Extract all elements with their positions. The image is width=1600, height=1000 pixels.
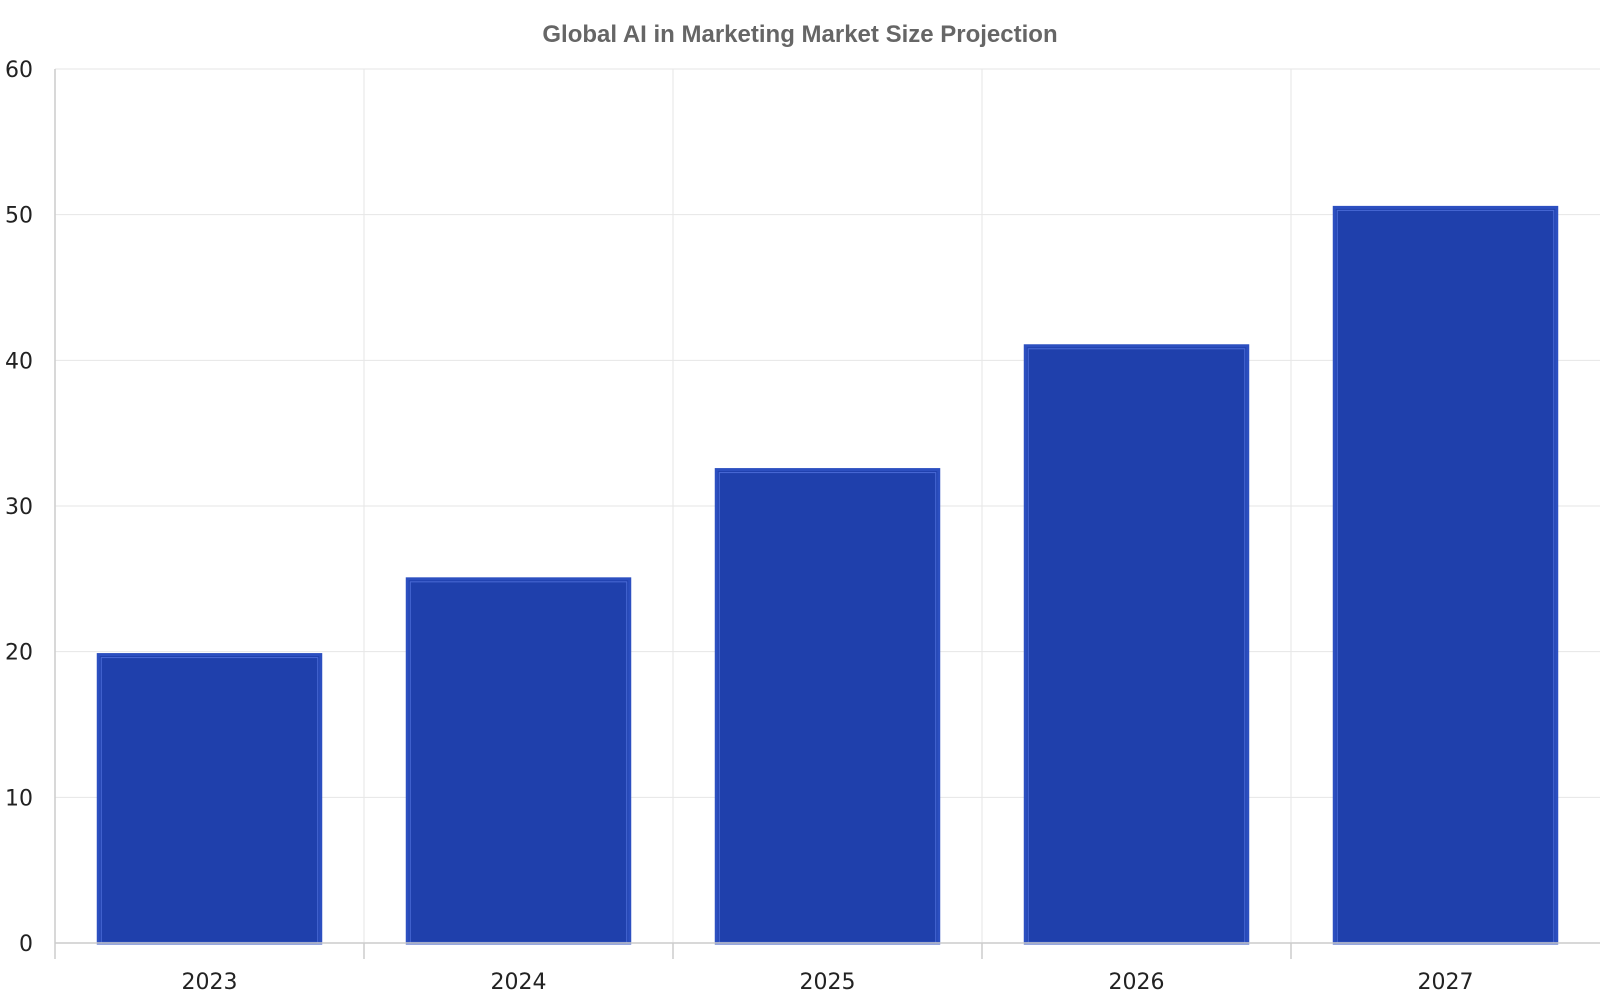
- y-tick-label: 30: [5, 495, 33, 520]
- bars: [96, 205, 1559, 945]
- y-tick-label: 20: [5, 641, 33, 666]
- x-tick-label: 2023: [182, 970, 238, 995]
- axes: 0 10 20 30 40 50 60 2023 2024 2025 2026 2027: [5, 58, 1600, 995]
- y-tick-label: 0: [19, 932, 33, 957]
- y-tick-label: 40: [5, 349, 33, 374]
- x-tick-label: 2024: [491, 970, 547, 995]
- bar-2026: [1023, 344, 1250, 945]
- x-tick-label: 2027: [1418, 970, 1474, 995]
- bar-2025: [714, 468, 941, 945]
- x-tick-label: 2026: [1109, 970, 1165, 995]
- y-tick-label: 10: [5, 786, 33, 811]
- chart-title: Global AI in Marketing Market Size Proje…: [542, 21, 1057, 48]
- bar-2027: [1332, 205, 1559, 945]
- y-tick-label: 50: [5, 204, 33, 229]
- bar-2024: [405, 577, 632, 945]
- x-tick-label: 2025: [800, 970, 856, 995]
- y-tick-label: 60: [5, 58, 33, 83]
- bar-2023: [96, 653, 323, 945]
